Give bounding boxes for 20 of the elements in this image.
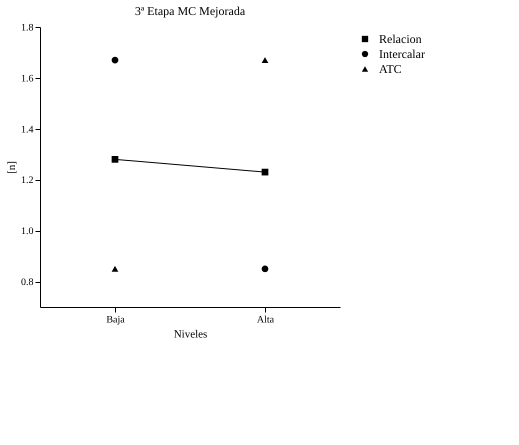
- point: [112, 266, 118, 272]
- y-tick-label: 1.6: [21, 73, 34, 84]
- legend-label: Relacion: [379, 32, 422, 46]
- point: [262, 57, 268, 63]
- y-tick-label: 1.2: [21, 175, 34, 186]
- x-tick-label: Baja: [106, 314, 126, 326]
- point: [262, 265, 268, 272]
- point: [262, 168, 268, 176]
- x-tick-label: Alta: [256, 314, 275, 326]
- y-tick-label: 1.8: [21, 22, 34, 34]
- point: [112, 156, 118, 163]
- y-tick-label: 0.8: [21, 277, 34, 288]
- point: [112, 56, 118, 64]
- x-axis-title: Niveles: [174, 328, 208, 340]
- y-axis-title: [n]: [6, 161, 18, 174]
- y-tick-label: 1.0: [21, 226, 34, 238]
- chart-title: 3ª Etapa MC Mejorada: [134, 4, 246, 18]
- legend-label: Intercalar: [379, 47, 425, 61]
- legend-label: ATC: [379, 62, 402, 76]
- y-tick-label: 1.4: [21, 124, 34, 136]
